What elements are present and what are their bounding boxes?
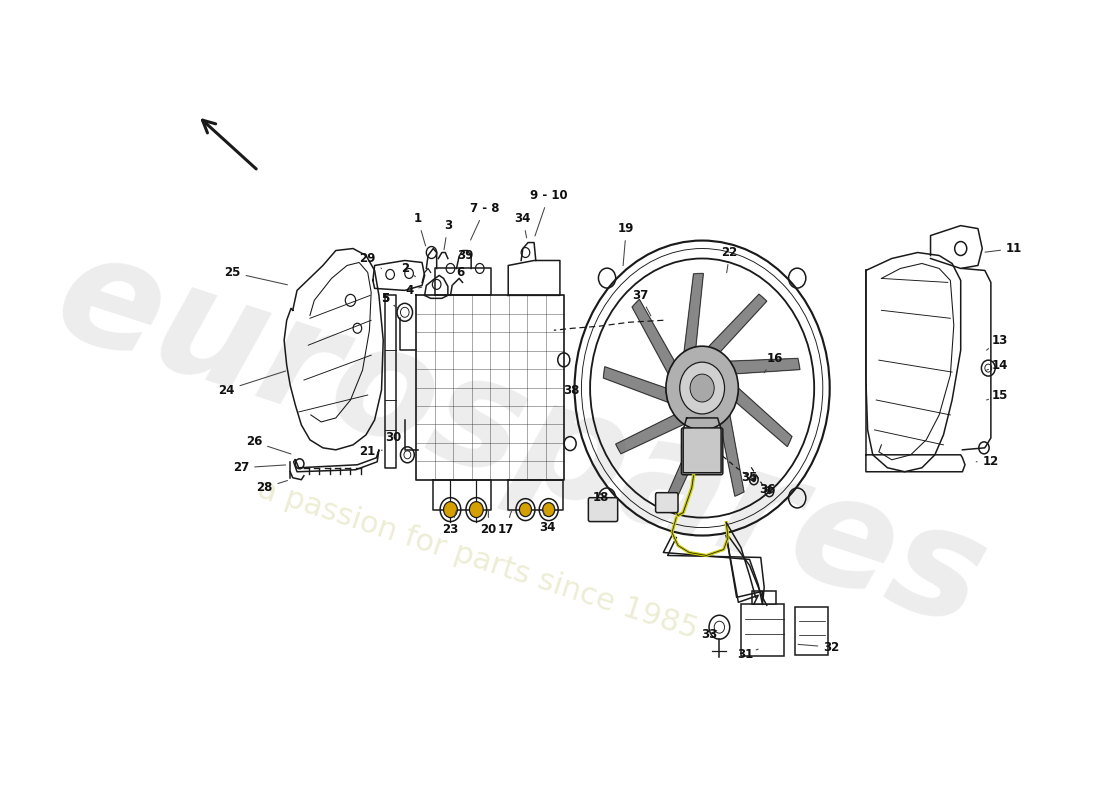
Circle shape (666, 346, 738, 430)
Text: 24: 24 (218, 371, 286, 397)
Text: 34: 34 (515, 212, 531, 238)
FancyBboxPatch shape (656, 493, 678, 513)
Text: 20: 20 (481, 510, 496, 536)
Circle shape (519, 502, 531, 517)
Text: 14: 14 (987, 358, 1008, 372)
Text: 27: 27 (233, 462, 286, 474)
Text: 37: 37 (632, 289, 651, 316)
Text: 4: 4 (405, 284, 422, 297)
Text: 11: 11 (984, 242, 1022, 255)
Circle shape (690, 374, 714, 402)
Text: 31: 31 (737, 648, 758, 661)
Polygon shape (720, 415, 744, 496)
Polygon shape (632, 299, 674, 374)
Text: 36: 36 (759, 483, 775, 496)
Polygon shape (736, 388, 792, 446)
Circle shape (542, 502, 554, 517)
Text: 16: 16 (764, 352, 783, 373)
Circle shape (767, 489, 771, 494)
FancyBboxPatch shape (682, 428, 723, 474)
Circle shape (470, 502, 483, 518)
Text: 2: 2 (400, 262, 416, 277)
Text: 3: 3 (443, 219, 452, 250)
Text: 32: 32 (798, 641, 839, 654)
Circle shape (751, 478, 756, 482)
FancyBboxPatch shape (588, 498, 618, 522)
FancyBboxPatch shape (752, 591, 777, 604)
FancyBboxPatch shape (795, 607, 828, 655)
Text: a passion for parts since 1985: a passion for parts since 1985 (254, 474, 702, 645)
Text: 1: 1 (414, 212, 426, 246)
Polygon shape (604, 366, 668, 402)
Polygon shape (684, 274, 703, 352)
Text: 9 - 10: 9 - 10 (530, 190, 568, 236)
Polygon shape (730, 358, 800, 374)
Text: 28: 28 (256, 481, 287, 494)
Text: 30: 30 (385, 431, 402, 450)
Text: 15: 15 (987, 389, 1008, 402)
Text: 19: 19 (618, 222, 635, 266)
Circle shape (443, 502, 458, 518)
Text: 17: 17 (497, 510, 514, 536)
Text: 39: 39 (456, 249, 473, 262)
Polygon shape (616, 415, 684, 454)
Text: 29: 29 (360, 252, 382, 269)
Text: 21: 21 (360, 446, 382, 458)
FancyBboxPatch shape (741, 604, 784, 656)
Text: 23: 23 (442, 510, 459, 536)
Text: 13: 13 (987, 334, 1008, 350)
Polygon shape (667, 430, 708, 498)
Text: 7 - 8: 7 - 8 (470, 202, 499, 240)
Text: 33: 33 (701, 628, 717, 641)
Text: 38: 38 (563, 383, 580, 397)
Text: 34: 34 (539, 510, 556, 534)
Text: 12: 12 (976, 455, 999, 468)
Text: 5: 5 (381, 292, 398, 309)
Text: 26: 26 (245, 435, 292, 454)
Text: 22: 22 (722, 246, 738, 273)
Circle shape (680, 362, 725, 414)
Text: eurospares: eurospares (39, 220, 1003, 660)
Polygon shape (708, 294, 767, 352)
Text: 25: 25 (224, 266, 287, 285)
Text: 35: 35 (741, 471, 758, 484)
Text: 18: 18 (592, 491, 608, 504)
Text: 6: 6 (452, 266, 465, 286)
Text: 5: 5 (381, 292, 398, 309)
